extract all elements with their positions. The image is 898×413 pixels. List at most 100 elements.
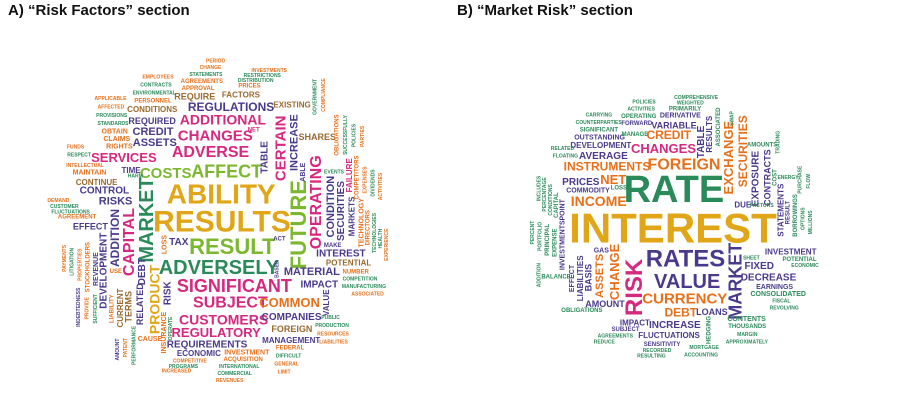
cloud-word: INTEREST (569, 205, 777, 252)
cloud-word: LOSS (162, 235, 169, 254)
cloud-word: ADDITIONAL (180, 111, 267, 127)
cloud-word: CONDITION (325, 176, 337, 238)
cloud-word: FAILURE (345, 158, 354, 193)
cloud-word: SECURITIES (336, 181, 347, 241)
cloud-word: LIABILITIES (576, 255, 585, 301)
cloud-word: TIME (122, 166, 142, 175)
cloud-word: ASSOCIATED (351, 291, 384, 297)
cloud-word: OPTIONS (801, 207, 807, 230)
cloud-word: HARM (128, 174, 143, 180)
cloud-word: REQUIRE (174, 91, 215, 101)
cloud-word: DIFFICULT (276, 354, 301, 360)
cloud-word: PRICES (238, 83, 260, 89)
cloud-word: EXPOSURE (750, 150, 761, 206)
cloud-word: INCREASED (162, 369, 192, 375)
cloud-word: ACT (273, 236, 286, 242)
cloud-word: INVESTMENT (765, 248, 817, 257)
cloud-word: MAKE (324, 243, 342, 249)
cloud-word: IMPACT (301, 280, 339, 291)
cloud-word: POLICIES (632, 99, 656, 105)
cloud-word: FLOATING (553, 153, 578, 159)
cloud-word: COMPETITIVE (173, 359, 208, 365)
cloud-word: RELATED (135, 283, 145, 325)
cloud-word: CAUSE (138, 336, 163, 343)
cloud-word: CAPITAL (554, 192, 560, 218)
cloud-word: LOSS (611, 185, 627, 191)
cloud-word: SECURITIES (736, 115, 750, 187)
cloud-word: ACTIVITIES (378, 172, 384, 200)
cloud-word: RIGHTS (106, 143, 133, 150)
cloud-word: FEDERAL (276, 346, 305, 352)
cloud-word: RESULTS (153, 206, 291, 239)
cloud-word: AMOUNTS (747, 142, 777, 148)
cloud-word: FORWARD (621, 121, 653, 127)
cloud-word: INVESTMENT (224, 350, 270, 357)
panel-market-risk: INTEREST RATE RATES RISK VALUE MARKET FOREIGN C… (449, 0, 898, 413)
cloud-word: CONTINUE (76, 178, 118, 187)
cloud-word: PRODUCTION (315, 323, 349, 329)
cloud-word: OPERATING (621, 114, 657, 120)
cloud-word: DECREASE (741, 273, 797, 284)
cloud-word: COUNTERPARTIES (576, 120, 623, 126)
cloud-word: DERIVATIVE (660, 112, 701, 119)
cloud-word: INSTRUMENTS (564, 160, 651, 174)
cloud-word: MARGIN (737, 332, 758, 338)
cloud-word: INCREASE (649, 320, 701, 331)
cloud-word: PROPERTIES (78, 248, 84, 281)
cloud-word: TERMS (124, 291, 134, 323)
cloud-word: LIABILITIES (319, 340, 348, 346)
cloud-word: REVENUE (93, 252, 100, 286)
cloud-word: DEVELOPMENT (570, 141, 631, 150)
cloud-word: CHANGES (631, 141, 696, 156)
cloud-word: COMMODITY (566, 188, 610, 195)
cloud-word: ADVERSELY (159, 257, 280, 279)
cloud-word: INCOME (571, 193, 627, 209)
cloud-word: COMPETITION (343, 277, 378, 283)
cloud-word: PORTFOLIO (538, 222, 544, 251)
cloud-word: AGREEMENTS (598, 334, 634, 340)
cloud-word: FLUCTUATIONS (638, 331, 700, 340)
cloud-word: MAINTAIN (73, 170, 107, 177)
cloud-word: INCLUDES (537, 175, 543, 201)
cloud-word: FUNDS (67, 145, 85, 151)
cloud-word: ASSOCIATED (716, 107, 722, 147)
cloud-word: THOUSANDS (728, 324, 766, 330)
cloud-word: ECONOMIC (791, 263, 819, 269)
cloud-word: AVERAGE (579, 151, 628, 162)
panel-risk-factors: RESULTS ABILITY RESULT FUTURE ADVERSELY MARKE… (8, 2, 390, 384)
cloud-word: SUBJECT (193, 295, 268, 312)
cloud-word: REGULATIONS (188, 100, 274, 114)
cloud-word: STATEMENTS (189, 72, 223, 78)
cloud-word: INTEREST (316, 249, 365, 260)
cloud-word: ENVIRONMENTAL (133, 91, 176, 97)
cloud-word: INTELLECTUAL (66, 163, 104, 169)
cloud-word: INVESTMENTS (251, 68, 287, 74)
cloud-word: POINT (560, 198, 567, 220)
cloud-word: REQUIRED (128, 116, 176, 126)
cloud-word: SERVICES (91, 150, 157, 165)
cloud-word: RESULT (786, 200, 792, 224)
panel-title-market-risk: B) “Market Risk” section (457, 2, 633, 19)
cloud-word: COMPLIANCE (321, 77, 327, 111)
cloud-word: AFFECTED (98, 105, 125, 111)
cloud-word: CONDITIONS (548, 184, 554, 216)
cloud-word: SENSITIVITY (644, 342, 681, 348)
cloud-word: ACCOUNTING (684, 352, 718, 358)
cloud-word: COMPETITORS (355, 155, 361, 199)
cloud-word: NUMBER (343, 270, 370, 276)
cloud-word: COMMON (259, 295, 320, 310)
cloud-word: PROVIDE (84, 296, 90, 319)
cloud-word: EXPENSES (362, 166, 368, 194)
cloud-word: SHARES (299, 132, 337, 142)
cloud-word: RELATED (551, 146, 575, 152)
cloud-word: VALUE (654, 271, 720, 293)
cloud-word: TECHNOLOGY (359, 198, 366, 248)
cloud-word: PERCENTAGE (542, 177, 548, 212)
cloud-word: EMPLOYEES (142, 74, 174, 80)
cloud-word: ADVERSE (172, 144, 250, 161)
cloud-word: NET (248, 128, 260, 134)
cloud-word: RESULTS (705, 115, 714, 152)
cloud-word: AMOUNT (115, 339, 121, 361)
cloud-word: PATENT (123, 338, 129, 357)
cloud-word: MARKET (136, 177, 158, 263)
